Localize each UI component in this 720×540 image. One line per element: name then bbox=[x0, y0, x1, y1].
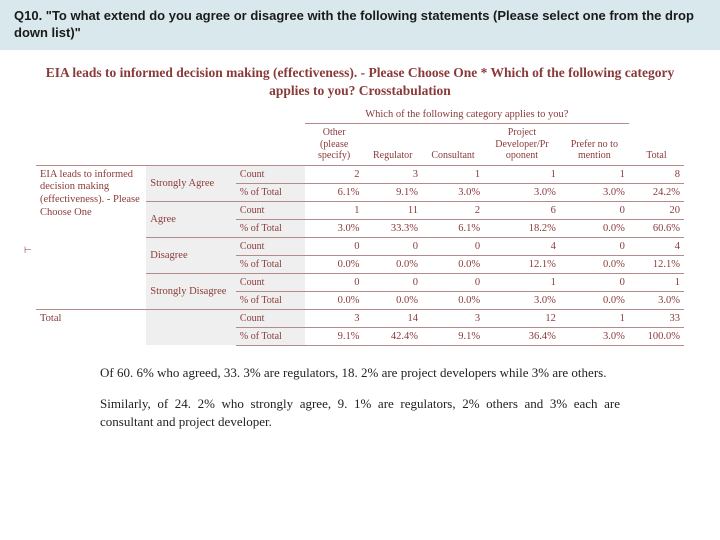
crosstab-title-text: EIA leads to informed decision making (e… bbox=[46, 65, 675, 98]
cell: 12.1% bbox=[484, 255, 560, 273]
cell: 0.0% bbox=[560, 291, 629, 309]
metric-label: % of Total bbox=[236, 183, 305, 201]
cell: 9.1% bbox=[422, 327, 484, 345]
response-label: Strongly Agree bbox=[146, 165, 236, 201]
response-label: Disagree bbox=[146, 237, 236, 273]
response-label: Agree bbox=[146, 201, 236, 237]
cell: 12.1% bbox=[629, 255, 684, 273]
table-row: EIA leads to informed decision making (e… bbox=[36, 165, 684, 183]
cell: 33.3% bbox=[363, 219, 422, 237]
cell: 0.0% bbox=[363, 255, 422, 273]
metric-label: % of Total bbox=[236, 291, 305, 309]
cell: 3.0% bbox=[560, 327, 629, 345]
cell: 1 bbox=[422, 165, 484, 183]
table-row: Other (please specify) Regulator Consult… bbox=[36, 124, 684, 166]
cell: 1 bbox=[484, 273, 560, 291]
cell: 9.1% bbox=[305, 327, 364, 345]
metric-label: Count bbox=[236, 165, 305, 183]
cell: 6 bbox=[484, 201, 560, 219]
cell: 0.0% bbox=[560, 255, 629, 273]
cell: 1 bbox=[560, 309, 629, 327]
cell: 3.0% bbox=[305, 219, 364, 237]
metric-label: Count bbox=[236, 273, 305, 291]
metric-label: Count bbox=[236, 309, 305, 327]
cell: 2 bbox=[305, 165, 364, 183]
cell: 100.0% bbox=[629, 327, 684, 345]
metric-label: % of Total bbox=[236, 219, 305, 237]
cell: 6.1% bbox=[422, 219, 484, 237]
col-header: Prefer no to mention bbox=[560, 124, 629, 166]
table-row: Total Count 3 14 3 12 1 33 bbox=[36, 309, 684, 327]
total-label: Total bbox=[36, 309, 146, 345]
col-header: Other (please specify) bbox=[305, 124, 364, 166]
cell: 0.0% bbox=[560, 219, 629, 237]
cell: 0.0% bbox=[422, 255, 484, 273]
cell: 0.0% bbox=[305, 255, 364, 273]
metric-label: Count bbox=[236, 201, 305, 219]
analysis-text: Of 60. 6% who agreed, 33. 3% are regulat… bbox=[0, 346, 720, 431]
cell: 1 bbox=[484, 165, 560, 183]
question-text: Q10. "To what extend do you agree or dis… bbox=[14, 8, 694, 40]
cell: 4 bbox=[484, 237, 560, 255]
row-group-label: EIA leads to informed decision making (e… bbox=[36, 165, 146, 309]
cell: 3.0% bbox=[422, 183, 484, 201]
cell: 3.0% bbox=[560, 183, 629, 201]
crosstab-table: Which of the following category applies … bbox=[36, 106, 684, 346]
cell: 0 bbox=[305, 273, 364, 291]
cell: 36.4% bbox=[484, 327, 560, 345]
cell: 20 bbox=[629, 201, 684, 219]
table-row: Which of the following category applies … bbox=[36, 106, 684, 124]
cell: 0 bbox=[422, 237, 484, 255]
axis-tick-icon: ⊢ bbox=[24, 245, 32, 256]
metric-label: % of Total bbox=[236, 327, 305, 345]
cell: 0 bbox=[560, 273, 629, 291]
col-header: Total bbox=[629, 124, 684, 166]
cell: 0 bbox=[305, 237, 364, 255]
crosstab-title: EIA leads to informed decision making (e… bbox=[0, 50, 720, 106]
cell: 18.2% bbox=[484, 219, 560, 237]
cell: 3.0% bbox=[484, 291, 560, 309]
cell: 1 bbox=[629, 273, 684, 291]
cell: 2 bbox=[422, 201, 484, 219]
metric-label: Count bbox=[236, 237, 305, 255]
cell: 60.6% bbox=[629, 219, 684, 237]
question-header: Q10. "To what extend do you agree or dis… bbox=[0, 0, 720, 50]
col-header: Consultant bbox=[422, 124, 484, 166]
super-header: Which of the following category applies … bbox=[305, 106, 629, 124]
cell: 0 bbox=[363, 273, 422, 291]
cell: 4 bbox=[629, 237, 684, 255]
cell: 33 bbox=[629, 309, 684, 327]
cell: 9.1% bbox=[363, 183, 422, 201]
cell: 3 bbox=[363, 165, 422, 183]
cell: 3 bbox=[422, 309, 484, 327]
cell: 0.0% bbox=[305, 291, 364, 309]
cell: 1 bbox=[305, 201, 364, 219]
cell: 0 bbox=[560, 201, 629, 219]
cell: 3.0% bbox=[629, 291, 684, 309]
cell: 0.0% bbox=[422, 291, 484, 309]
cell: 0 bbox=[560, 237, 629, 255]
paragraph: Of 60. 6% who agreed, 33. 3% are regulat… bbox=[100, 364, 620, 382]
metric-label: % of Total bbox=[236, 255, 305, 273]
cell: 12 bbox=[484, 309, 560, 327]
cell: 8 bbox=[629, 165, 684, 183]
col-header: Project Developer/Pr oponent bbox=[484, 124, 560, 166]
col-header: Regulator bbox=[363, 124, 422, 166]
cell: 3 bbox=[305, 309, 364, 327]
cell: 0.0% bbox=[363, 291, 422, 309]
paragraph: Similarly, of 24. 2% who strongly agree,… bbox=[100, 395, 620, 430]
cell: 3.0% bbox=[484, 183, 560, 201]
cell: 1 bbox=[560, 165, 629, 183]
cell: 14 bbox=[363, 309, 422, 327]
cell: 42.4% bbox=[363, 327, 422, 345]
cell: 0 bbox=[363, 237, 422, 255]
cell: 0 bbox=[422, 273, 484, 291]
crosstab-container: Which of the following category applies … bbox=[0, 106, 720, 346]
cell: 6.1% bbox=[305, 183, 364, 201]
cell: 11 bbox=[363, 201, 422, 219]
cell: 24.2% bbox=[629, 183, 684, 201]
response-label: Strongly Disagree bbox=[146, 273, 236, 309]
